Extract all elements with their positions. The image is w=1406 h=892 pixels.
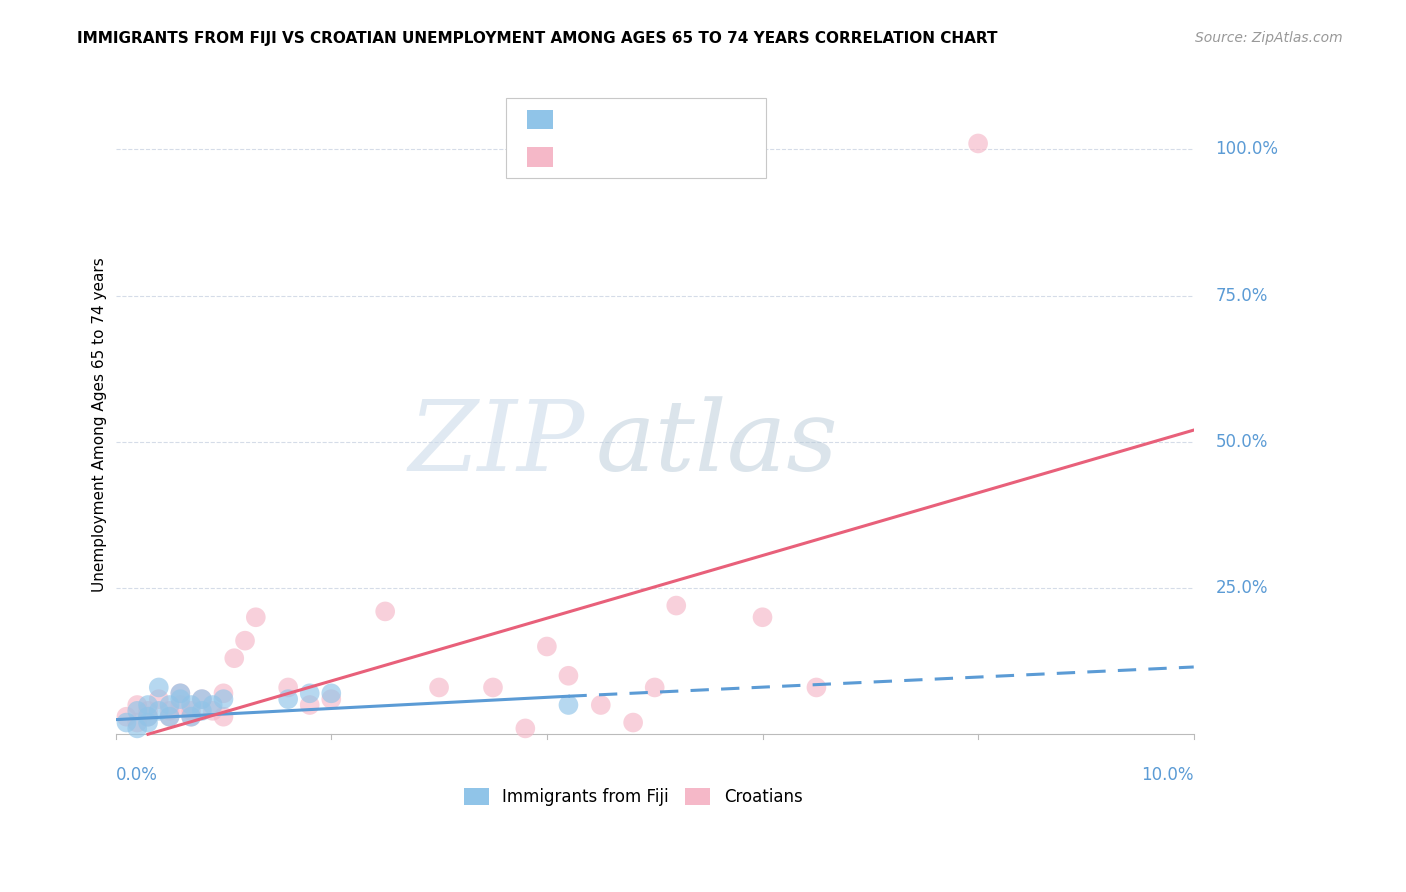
Point xyxy=(148,704,170,718)
Y-axis label: Unemployment Among Ages 65 to 74 years: Unemployment Among Ages 65 to 74 years xyxy=(93,257,107,591)
Legend: Immigrants from Fiji, Croatians: Immigrants from Fiji, Croatians xyxy=(457,781,810,813)
Point xyxy=(127,715,149,730)
Point xyxy=(180,698,202,712)
Text: 0.311: 0.311 xyxy=(595,110,651,128)
Point xyxy=(136,698,159,712)
Point xyxy=(136,709,159,723)
Point xyxy=(515,722,537,736)
Point xyxy=(191,704,214,718)
Point xyxy=(277,681,299,695)
Point xyxy=(212,709,235,723)
Point xyxy=(212,692,235,706)
Point xyxy=(321,692,343,706)
Point xyxy=(127,722,149,736)
Point xyxy=(127,698,149,712)
Text: atlas: atlas xyxy=(595,397,838,491)
Text: 20: 20 xyxy=(688,110,713,128)
Text: 0.0%: 0.0% xyxy=(115,766,157,784)
Point xyxy=(191,692,214,706)
Text: 35: 35 xyxy=(688,146,713,164)
Point xyxy=(148,681,170,695)
Text: 100.0%: 100.0% xyxy=(1215,140,1278,158)
Point xyxy=(201,704,224,718)
Text: 25.0%: 25.0% xyxy=(1215,579,1268,597)
Point xyxy=(169,686,191,700)
Point xyxy=(180,704,202,718)
Point xyxy=(159,709,181,723)
Point xyxy=(557,669,579,683)
Text: ZIP: ZIP xyxy=(408,397,585,491)
Point xyxy=(374,604,396,618)
Point xyxy=(621,715,644,730)
Point xyxy=(557,698,579,712)
Point xyxy=(665,599,688,613)
Point xyxy=(136,704,159,718)
Text: 75.0%: 75.0% xyxy=(1215,286,1268,304)
Point xyxy=(589,698,612,712)
Text: Source: ZipAtlas.com: Source: ZipAtlas.com xyxy=(1195,31,1343,45)
Text: R =: R = xyxy=(558,110,598,128)
Text: 10.0%: 10.0% xyxy=(1142,766,1194,784)
Point xyxy=(159,698,181,712)
Point xyxy=(277,692,299,706)
Point xyxy=(180,709,202,723)
Point xyxy=(201,698,224,712)
Point xyxy=(245,610,267,624)
Point xyxy=(136,715,159,730)
Point xyxy=(115,715,138,730)
Point xyxy=(115,709,138,723)
Point xyxy=(224,651,246,665)
Text: IMMIGRANTS FROM FIJI VS CROATIAN UNEMPLOYMENT AMONG AGES 65 TO 74 YEARS CORRELAT: IMMIGRANTS FROM FIJI VS CROATIAN UNEMPLO… xyxy=(77,31,998,46)
Point xyxy=(233,633,256,648)
Point xyxy=(321,686,343,700)
Point xyxy=(751,610,773,624)
Point xyxy=(298,686,321,700)
Text: 50.0%: 50.0% xyxy=(1215,433,1268,450)
Point xyxy=(159,704,181,718)
Point xyxy=(191,692,214,706)
Text: N =: N = xyxy=(654,146,693,164)
Point xyxy=(136,709,159,723)
Point xyxy=(967,136,990,151)
Point xyxy=(169,698,191,712)
Point xyxy=(806,681,828,695)
Point xyxy=(180,709,202,723)
Point xyxy=(169,686,191,700)
Point xyxy=(212,686,235,700)
Point xyxy=(536,640,558,654)
Point xyxy=(482,681,505,695)
Point xyxy=(127,704,149,718)
Point xyxy=(159,709,181,723)
Point xyxy=(148,692,170,706)
Text: 0.636: 0.636 xyxy=(595,146,651,164)
Text: R =: R = xyxy=(558,146,598,164)
Point xyxy=(298,698,321,712)
Text: N =: N = xyxy=(654,110,693,128)
Point xyxy=(644,681,666,695)
Point xyxy=(427,681,450,695)
Point xyxy=(169,692,191,706)
